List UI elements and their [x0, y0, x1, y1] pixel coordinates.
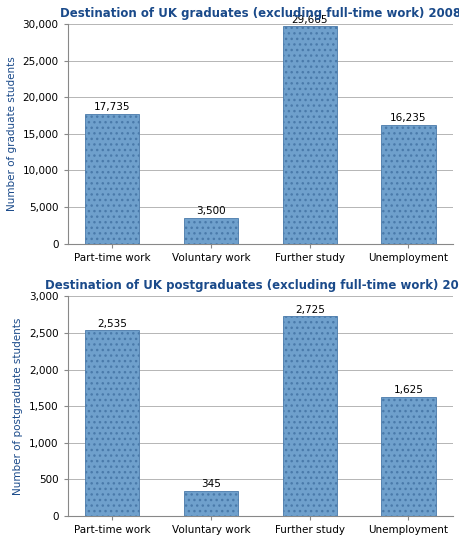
Bar: [282, 27, 336, 244]
Title: Destination of UK postgraduates (excluding full-time work) 2008: Destination of UK postgraduates (excludi…: [45, 279, 459, 292]
Bar: [184, 218, 238, 244]
Text: 345: 345: [201, 479, 220, 489]
Bar: [184, 491, 238, 516]
Text: 2,725: 2,725: [294, 305, 324, 315]
Text: 29,665: 29,665: [291, 15, 327, 24]
Bar: [381, 397, 435, 516]
Bar: [381, 125, 435, 244]
Text: 17,735: 17,735: [94, 102, 130, 112]
Y-axis label: Number of graduate students: Number of graduate students: [7, 56, 17, 211]
Text: 1,625: 1,625: [392, 385, 422, 395]
Y-axis label: Number of postgraduate students: Number of postgraduate students: [13, 318, 23, 495]
Bar: [85, 114, 139, 244]
Title: Destination of UK graduates (excluding full-time work) 2008: Destination of UK graduates (excluding f…: [60, 7, 459, 20]
Text: 16,235: 16,235: [389, 113, 425, 123]
Text: 2,535: 2,535: [97, 319, 127, 328]
Bar: [282, 317, 336, 516]
Text: 3,500: 3,500: [196, 207, 225, 216]
Bar: [85, 330, 139, 516]
